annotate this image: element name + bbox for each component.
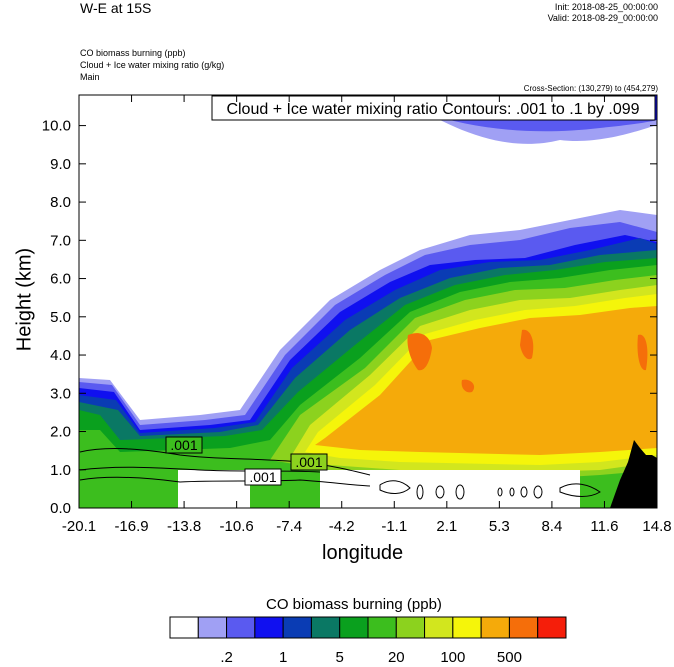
y-axis-label: Height (km): [13, 247, 36, 352]
x-tick-label: -13.8: [167, 518, 201, 535]
colorbar-swatch: [508, 616, 539, 639]
y-tick-label: 10.0: [42, 118, 71, 135]
colorbar-swatch: [339, 616, 369, 639]
x-tick-label: -16.9: [114, 518, 148, 535]
shaded-field: [79, 95, 657, 508]
colorbar-swatch: [452, 616, 482, 639]
colorbar-tick-label: 20: [388, 649, 405, 666]
colorbar-swatch: [169, 616, 199, 639]
x-tick-label: -10.6: [220, 518, 254, 535]
x-tick-label: -7.4: [276, 518, 302, 535]
figure-title: W-E at 15S: [80, 0, 152, 16]
field-co-label: CO biomass burning (ppb): [80, 48, 186, 58]
init-time: Init: 2018-08-25_00:00:00: [554, 2, 658, 12]
domain-label: Main: [80, 72, 100, 82]
colorbar-swatch: [395, 616, 426, 639]
colorbar-swatch: [226, 616, 256, 639]
x-axis-label: longitude: [322, 542, 404, 564]
colorbar-swatch: [310, 616, 341, 639]
colorbar-swatch: [367, 616, 397, 639]
colorbar-tick-label: 500: [497, 649, 522, 666]
colorbar: .2 1 5 20 100 500: [169, 616, 567, 666]
colorbar-swatch: [282, 616, 312, 639]
contour-label-2: .001: [249, 469, 276, 485]
colorbar-tick-label: .2: [220, 649, 233, 666]
y-tick-label: 8.0: [50, 194, 71, 211]
y-axis: 0.0 1.0 2.0 3.0 4.0 5.0 6.0 7.0 8.0 9.0 10.0: [42, 118, 657, 517]
colorbar-swatch: [480, 616, 510, 639]
y-tick-label: 6.0: [50, 271, 71, 288]
x-tick-label: 14.8: [642, 518, 671, 535]
colorbar-swatch: [197, 616, 228, 639]
y-tick-label: 1.0: [50, 462, 71, 479]
y-tick-label: 3.0: [50, 385, 71, 402]
x-tick-label: -4.2: [329, 518, 355, 535]
contour-title-box: [211, 95, 656, 121]
x-tick-label: 8.4: [541, 518, 562, 535]
x-tick-label: -20.1: [62, 518, 96, 535]
y-tick-label: 7.0: [50, 232, 71, 249]
field-cloud-label: Cloud + Ice water mixing ratio (g/kg): [80, 60, 225, 70]
y-tick-label: 9.0: [50, 156, 71, 173]
cross-section-label: Cross-Section: (130,279) to (454,279): [523, 84, 658, 93]
y-tick-label: 2.0: [50, 424, 71, 441]
colorbar-swatch: [537, 616, 567, 639]
colorbar-tick-label: 1: [279, 649, 287, 666]
x-tick-label: -1.1: [381, 518, 407, 535]
colorbar-swatch: [424, 616, 454, 639]
contour-labels: .001 .001 .001: [165, 436, 328, 486]
y-tick-label: 0.0: [50, 500, 71, 517]
x-tick-label: 2.1: [436, 518, 457, 535]
y-tick-label: 5.0: [50, 309, 71, 326]
colorbar-swatch: [254, 616, 284, 639]
y-tick-label: 4.0: [50, 347, 71, 364]
x-tick-label: 11.6: [590, 518, 618, 535]
contour-title: Cloud + Ice water mixing ratio Contours:…: [226, 101, 639, 118]
valid-time: Valid: 2018-08-29_00:00:00: [547, 13, 658, 23]
colorbar-tick-label: 100: [440, 649, 465, 666]
x-tick-label: 5.3: [489, 518, 510, 535]
x-axis: -20.1 -16.9 -13.8 -10.6 -7.4 -4.2 -1.1 2.1 5.3 8.…: [62, 95, 672, 535]
plot-frame: [78, 94, 658, 509]
contour-label-3: .001: [295, 454, 322, 470]
colorbar-title: CO biomass burning (ppb): [266, 596, 442, 613]
contour-label-1: .001: [170, 437, 197, 453]
colorbar-tick-label: 5: [336, 649, 344, 666]
